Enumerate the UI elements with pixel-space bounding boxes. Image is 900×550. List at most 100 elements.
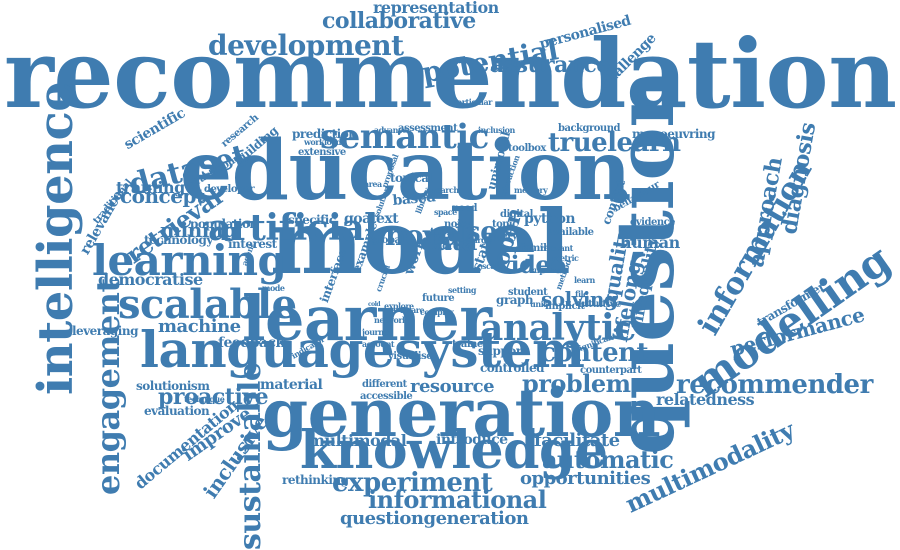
word-counterpart: counterpart [580, 365, 642, 376]
word-assurance: assurance [490, 52, 610, 78]
word-python: python [524, 211, 576, 227]
word-cold: cold [368, 301, 381, 308]
word-solving: solving [541, 287, 618, 311]
word-recommendation: recommendation [4, 19, 897, 130]
word-search: search [432, 185, 459, 195]
word-material: material [260, 377, 323, 393]
word-memory: memory [514, 185, 548, 195]
word-generation: generation [262, 374, 661, 452]
word-setting: setting [448, 285, 476, 295]
word-topic: topic [492, 219, 518, 230]
word-evaluation: evaluation [144, 404, 210, 418]
word-global: global [372, 235, 404, 246]
word-advance: advance [374, 125, 407, 135]
word-rethinking: rethinking [282, 473, 349, 487]
word-novel: novel [385, 219, 467, 252]
word-intuitive: intuitive [578, 299, 621, 310]
word-human: human [620, 233, 680, 252]
word-goal: goal [344, 211, 376, 227]
word-extensive: extensive [298, 147, 346, 158]
word-digital: digital [500, 209, 533, 220]
word-background: background [558, 123, 620, 134]
word-concept: concept [120, 184, 205, 208]
word-space: space [434, 207, 457, 217]
word-developer: developer [204, 184, 255, 195]
word-recommender: recommender [676, 370, 873, 400]
word-topical: topical [390, 171, 433, 185]
word-accessible: accessible [360, 391, 413, 402]
word-intelligence: intelligence [28, 81, 84, 395]
word-graph: graph [496, 293, 534, 307]
word-scale: scale [482, 261, 503, 271]
word-introduce: introduce [436, 432, 508, 448]
word-user: user [445, 215, 512, 248]
word-informational: informational [368, 485, 547, 514]
word-interest: interest [228, 237, 277, 251]
word-semantic: semantic [320, 117, 489, 157]
word-need: need [452, 203, 478, 214]
word-support: support [478, 344, 527, 358]
word-noisy: noisy [444, 219, 471, 230]
word-multimodal: multimodal [308, 431, 407, 450]
word-aware: aware [400, 305, 425, 315]
word-representation: representation [373, 0, 499, 17]
word-relevant: relevant [540, 243, 573, 253]
word-knowledge: knowledge [300, 420, 608, 481]
word-resource: resource [410, 376, 495, 397]
word-implicit: implicit [545, 301, 585, 312]
word-problem: problem [522, 369, 631, 398]
word-technology: technology [144, 233, 213, 247]
word-explore: explore [384, 301, 414, 311]
word-learning: learning [92, 236, 287, 285]
word-visualise: visualise [388, 351, 433, 362]
word-relatedness: relatedness [656, 390, 755, 409]
word-unit: unit [530, 299, 547, 309]
word-leveraging: leveraging [72, 324, 138, 338]
word-evidence: evidence [630, 217, 676, 228]
word-superior: superior [530, 265, 564, 275]
word-technique: technique [184, 394, 225, 404]
word-population: population [190, 217, 258, 231]
word-available: available [548, 227, 594, 238]
word-analytic: analytic [480, 307, 636, 349]
word-scalable: scalable [118, 281, 297, 328]
word-inclusion: inclusion [478, 125, 515, 135]
word-opportunities: opportunities [520, 468, 651, 489]
word-feedback: feedback [218, 335, 285, 351]
word-future: future [422, 293, 455, 304]
word-different: different [362, 379, 407, 390]
word-video: video [497, 250, 566, 279]
word-family: family [520, 243, 552, 254]
word-text: text [370, 211, 399, 227]
word-account: account [362, 339, 395, 349]
word-mining: mining [160, 218, 237, 242]
word-facilitate: facilitate [534, 430, 620, 451]
word-network: network [374, 315, 408, 325]
word-workload: workload [304, 137, 342, 147]
word-collaborative: collaborative [322, 8, 476, 34]
word-student: student [508, 287, 548, 298]
word-prediction: prediction [292, 127, 357, 141]
word-machine: machine [158, 316, 241, 337]
word-experiment: experiment [332, 468, 493, 498]
word-toolbox: toolbox [508, 143, 546, 154]
word-assessment: assessment [398, 123, 458, 134]
word-area: area [364, 179, 382, 189]
word-artificial: artificial [208, 207, 378, 249]
word-journey: journey [362, 327, 393, 337]
word-content: content [540, 338, 649, 368]
word-education: education [180, 123, 632, 219]
word-data: data [420, 227, 477, 256]
word-democratise: democratise [98, 270, 203, 289]
word-tool: tool [430, 227, 450, 238]
word-particular: particular [452, 97, 492, 107]
word-learner: learner [242, 282, 492, 355]
word-model: model [270, 190, 571, 294]
word-large: large [470, 235, 491, 245]
word-automatic: automatic [542, 445, 674, 474]
word-complex: complex [420, 307, 454, 317]
word-learn: learn [574, 275, 595, 285]
word-truelearn: truelearn [548, 128, 681, 158]
word-training: training [116, 178, 185, 197]
